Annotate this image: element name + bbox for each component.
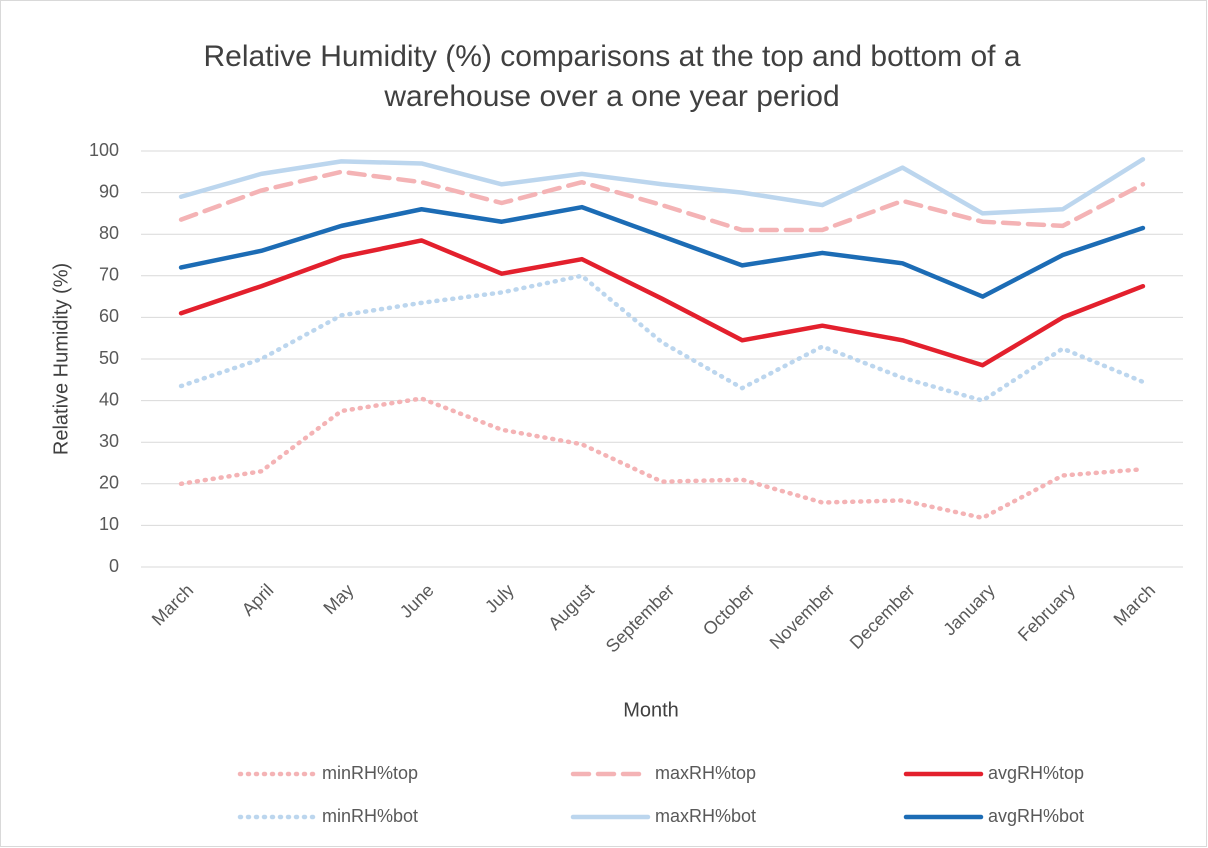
- y-tick-label: 100: [89, 140, 119, 160]
- legend-label: maxRH%bot: [655, 806, 756, 826]
- legend-label: minRH%bot: [322, 806, 418, 826]
- data-line: [178, 204, 1146, 299]
- chart-title: warehouse over a one year period: [383, 80, 839, 113]
- y-tick-label: 20: [99, 473, 119, 493]
- chart-title: Relative Humidity (%) comparisons at the…: [203, 40, 1020, 73]
- y-axis-label: Relative Humidity (%): [50, 263, 72, 455]
- data-line: [178, 238, 1146, 368]
- y-tick-label: 0: [109, 556, 119, 576]
- y-tick-label: 50: [99, 348, 119, 368]
- legend-label: maxRH%top: [655, 763, 756, 783]
- legend-label: avgRH%bot: [988, 806, 1084, 826]
- y-tick-label: 90: [99, 181, 119, 201]
- y-tick-label: 80: [99, 223, 119, 243]
- data-line: [178, 157, 1146, 216]
- data-line: [178, 273, 1146, 403]
- legend-label: avgRH%top: [988, 763, 1084, 783]
- y-tick-label: 10: [99, 514, 119, 534]
- legend-label: minRH%top: [322, 763, 418, 783]
- y-tick-label: 70: [99, 265, 119, 285]
- y-tick-label: 40: [99, 389, 119, 409]
- y-tick-label: 60: [99, 306, 119, 326]
- x-axis-label: Month: [623, 699, 679, 721]
- data-line: [178, 396, 1146, 521]
- y-tick-label: 30: [99, 431, 119, 451]
- data-line: [178, 169, 1146, 233]
